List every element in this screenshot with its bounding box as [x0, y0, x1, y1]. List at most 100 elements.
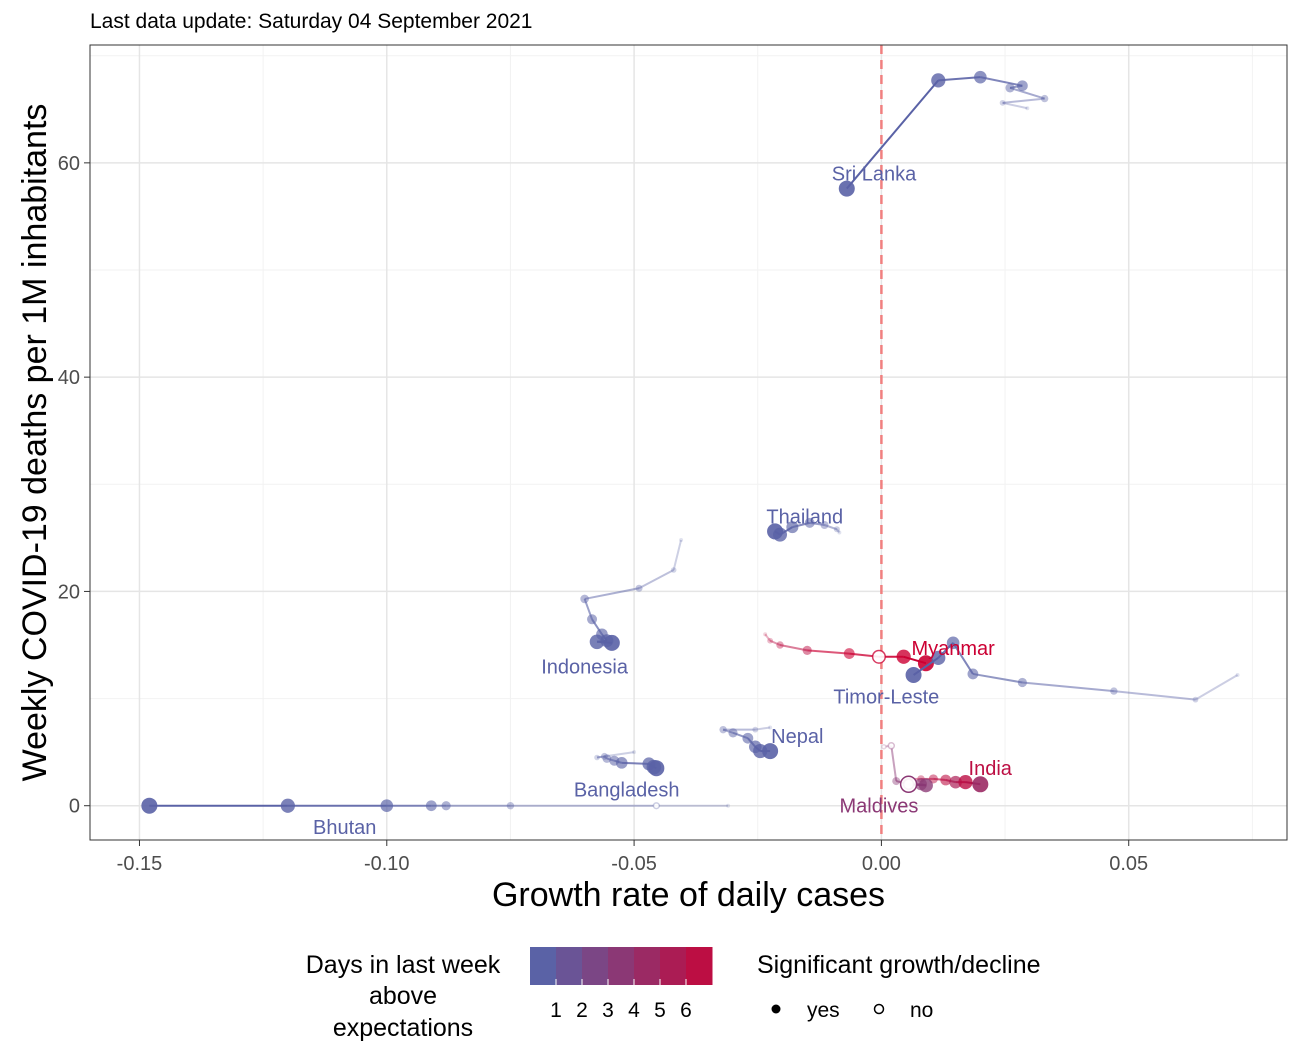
legend-color-label: 3 — [602, 999, 614, 1022]
legend-color-swatch — [556, 947, 583, 985]
data-point-hollow — [899, 775, 918, 794]
country-label-bangladesh: Bangladesh — [574, 780, 680, 802]
country-label-nepal: Nepal — [771, 726, 823, 748]
data-point — [767, 523, 784, 540]
data-point — [763, 632, 768, 637]
series-nepal — [719, 725, 779, 760]
y-axis-title: Weekly COVID-19 deaths per 1M inhabitant… — [16, 104, 54, 782]
data-point — [917, 655, 934, 672]
data-point — [603, 634, 620, 651]
trajectory-segment — [722, 728, 734, 734]
data-point — [752, 726, 759, 733]
plot-panel-background — [90, 45, 1287, 840]
legend-color-swatch — [634, 947, 661, 985]
data-point — [833, 526, 840, 533]
series-indonesia — [580, 538, 684, 651]
data-point — [728, 728, 738, 738]
data-point-hollow — [887, 741, 896, 750]
data-point — [837, 530, 842, 535]
x-tick-label: -0.15 — [117, 853, 163, 875]
data-point — [905, 667, 922, 683]
data-point — [843, 648, 855, 659]
y-tick-label: 20 — [58, 581, 80, 603]
data-point — [1025, 106, 1030, 111]
series-thailand — [767, 517, 842, 542]
data-point — [804, 517, 815, 528]
country-label-thailand: Thailand — [766, 506, 843, 528]
series-bhutan — [141, 797, 731, 814]
data-point — [600, 752, 608, 760]
legend-color-title-line: expectations — [333, 1014, 473, 1042]
trajectory-segment — [1194, 674, 1239, 701]
trajectory-segment — [836, 528, 841, 534]
data-point — [946, 636, 960, 650]
y-tick-label: 0 — [69, 796, 80, 818]
trajectory-segment — [824, 524, 838, 531]
trajectory-segment — [596, 751, 635, 759]
data-point — [974, 70, 987, 84]
data-point — [726, 803, 731, 808]
data-point — [441, 801, 451, 811]
data-point — [648, 760, 665, 777]
data-point — [679, 538, 684, 542]
trajectory-segment — [807, 649, 850, 655]
data-point — [767, 637, 774, 644]
data-point — [380, 799, 394, 813]
data-point — [594, 754, 600, 761]
country-label-bhutan: Bhutan — [313, 817, 376, 839]
trajectory-segment — [980, 76, 1023, 87]
data-point — [425, 800, 437, 812]
trajectory-segment — [1009, 86, 1045, 100]
data-point — [820, 521, 829, 529]
y-tick-label: 40 — [58, 367, 80, 389]
legend-color-label: 5 — [654, 999, 666, 1022]
data-point — [896, 649, 911, 664]
data-point — [958, 775, 973, 790]
country-label-india: India — [969, 758, 1013, 780]
series-maldives — [881, 741, 933, 794]
data-point — [742, 732, 754, 744]
trajectory-segment — [1113, 690, 1196, 701]
legend-shape-title: Significant growth/decline — [757, 951, 1041, 979]
data-point — [1005, 83, 1015, 93]
data-point — [635, 584, 643, 592]
x-axis-title: Growth rate of daily cases — [492, 876, 885, 914]
data-point — [506, 802, 515, 810]
legend-color-swatch — [582, 947, 609, 985]
trajectory-segment — [779, 644, 808, 652]
data-point — [892, 777, 901, 786]
trajectory-segment — [638, 569, 675, 590]
trajectory-segment — [1002, 97, 1045, 104]
x-axis-ticks: -0.15 -0.10 -0.05 0.00 0.05 — [117, 840, 1148, 875]
data-point — [967, 668, 979, 680]
data-point — [940, 774, 952, 786]
trajectory-segment — [584, 587, 640, 600]
trajectory-segment — [603, 755, 608, 760]
series-bangladesh — [594, 750, 665, 777]
country-label-maldives: Maldives — [839, 796, 918, 818]
legend-color-swatch — [608, 947, 635, 985]
trajectory-segment — [1002, 101, 1028, 110]
data-point — [141, 797, 158, 814]
data-point — [776, 641, 784, 649]
data-point — [580, 594, 589, 604]
plot-panel: Sri Lanka Thailand Indonesia Myanmar Timor-L… — [89, 44, 1288, 841]
data-point — [280, 798, 295, 813]
data-marks — [141, 70, 1240, 814]
legend-hollow-dot — [873, 1003, 885, 1015]
data-point — [1192, 696, 1199, 703]
data-point — [587, 614, 598, 625]
trajectory-segment — [769, 639, 781, 646]
legend-shape-label-no: no — [910, 999, 933, 1022]
country-label-timor-leste: Timor-Leste — [833, 686, 939, 708]
data-point — [1110, 687, 1118, 695]
data-point — [972, 776, 989, 793]
data-point — [1235, 673, 1240, 677]
legend-color-swatch — [530, 947, 557, 985]
x-tick-label: -0.10 — [364, 853, 410, 875]
data-point — [949, 775, 962, 789]
trajectory-segment — [972, 672, 1023, 684]
data-point — [632, 750, 637, 755]
trajectory-segment — [755, 726, 771, 731]
